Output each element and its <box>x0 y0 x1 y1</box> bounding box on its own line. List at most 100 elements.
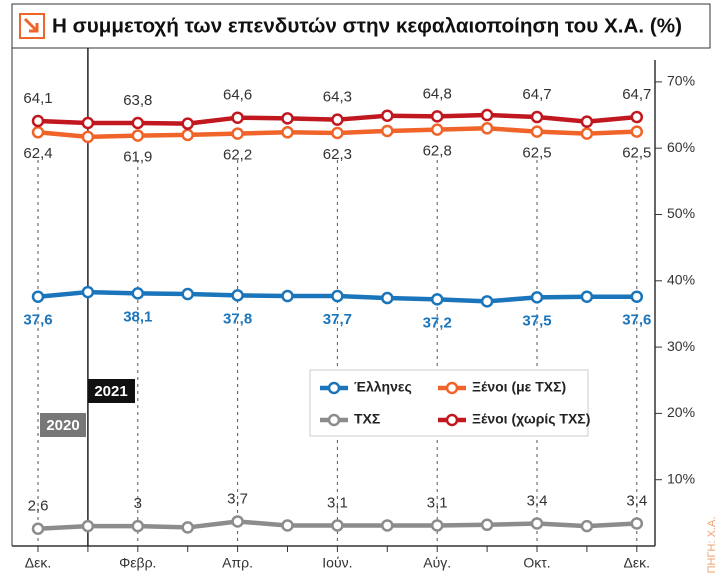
point-marker <box>231 111 244 124</box>
back-layer: 10% 20% 30% 40% 50% 60% 70% Δεκ. Φεβρ. Απρ. Ιούν. Α… <box>25 48 695 571</box>
value-label: 38,1 <box>123 308 152 325</box>
legend-marker <box>327 413 341 427</box>
point-marker <box>331 289 344 303</box>
point-marker <box>181 521 194 534</box>
point-marker <box>331 519 344 532</box>
value-label: 64,6 <box>223 87 252 104</box>
front-layer: 2020 2021 37,6 38,1 37,8 37,7 37,2 37,5 37,6 62,4… <box>23 85 651 514</box>
y-tick-label: 30% <box>667 338 695 354</box>
point-marker <box>630 517 644 530</box>
point-marker <box>131 116 145 130</box>
value-label: 62,3 <box>323 146 352 163</box>
value-label: 3,7 <box>227 490 248 507</box>
y-tick-label: 20% <box>667 404 695 420</box>
x-tick-label: Φεβρ. <box>119 555 156 571</box>
point-marker <box>630 125 644 138</box>
point-marker <box>31 114 45 128</box>
value-label: 2,6 <box>28 498 49 515</box>
value-label: 3,4 <box>527 492 548 509</box>
legend-label: ΤΧΣ <box>354 411 380 427</box>
point-marker <box>31 522 45 536</box>
value-label: 64,8 <box>423 85 452 102</box>
point-marker <box>81 130 95 144</box>
point-marker <box>131 287 145 300</box>
point-marker <box>580 127 594 140</box>
point-marker <box>381 291 394 305</box>
value-label: 37,7 <box>323 311 352 328</box>
legend-label: Ξένοι (με ΤΧΣ) <box>472 379 566 395</box>
legend-marker <box>327 381 341 395</box>
point-marker <box>281 519 294 532</box>
value-label: 61,9 <box>123 149 152 166</box>
value-label: 3 <box>134 495 142 512</box>
year-label: 2021 <box>94 383 127 400</box>
point-marker <box>181 128 194 142</box>
y-tick-label: 50% <box>667 205 695 221</box>
legend-marker <box>445 381 459 395</box>
point-marker <box>530 125 544 138</box>
value-label: 64,7 <box>522 86 551 103</box>
point-marker <box>580 290 594 303</box>
y-tick-label: 40% <box>667 271 695 287</box>
point-marker <box>81 285 95 299</box>
x-tick-label: Δεκ. <box>25 555 51 571</box>
point-marker <box>381 109 394 122</box>
value-label: 3,4 <box>626 492 647 509</box>
point-marker <box>580 519 594 533</box>
point-marker <box>231 515 244 528</box>
point-marker <box>181 287 194 301</box>
point-marker <box>480 108 494 122</box>
y-tick-label: 60% <box>667 139 695 155</box>
point-marker <box>31 290 45 303</box>
value-label: 3,1 <box>427 494 448 511</box>
value-label: 62,8 <box>423 143 452 160</box>
point-marker <box>530 517 544 530</box>
point-marker <box>430 123 444 136</box>
point-marker <box>480 295 494 308</box>
chart-title: Η συμμετοχή των επενδυτών στην κεφαλαιοπ… <box>52 15 682 37</box>
point-marker <box>31 126 45 139</box>
point-marker <box>231 289 244 302</box>
point-marker <box>81 116 95 130</box>
point-marker <box>480 518 494 532</box>
year-box <box>88 379 135 403</box>
point-marker <box>530 291 544 304</box>
value-label: 62,4 <box>23 145 52 162</box>
year-box <box>40 413 86 437</box>
legend-label: Ξένοι (χωρίς ΤΧΣ) <box>472 411 590 427</box>
x-tick-label: Ιούν. <box>322 555 352 571</box>
value-label: 37,8 <box>223 310 252 327</box>
point-marker <box>430 519 444 532</box>
point-marker <box>580 115 594 128</box>
point-marker <box>331 113 344 126</box>
point-marker <box>281 289 294 303</box>
lines-layer <box>31 108 644 536</box>
point-marker <box>430 110 444 123</box>
point-marker <box>630 110 644 124</box>
value-label: 37,6 <box>622 312 651 329</box>
source: ΠΗΓΗ: Χ.Α. <box>706 517 718 574</box>
point-marker <box>131 129 145 142</box>
value-label: 63,8 <box>123 92 152 109</box>
x-tick-label: Δεκ. <box>624 555 650 571</box>
point-marker <box>381 124 394 138</box>
point-marker <box>331 126 344 140</box>
point-marker <box>430 293 444 306</box>
legend-label: Έλληνες <box>354 379 412 395</box>
y-tick-label: 10% <box>667 470 695 486</box>
point-marker <box>630 290 644 303</box>
legend-marker <box>445 413 459 427</box>
value-label: 64,7 <box>622 86 651 103</box>
title-frame <box>11 3 711 49</box>
point-marker <box>281 112 294 125</box>
value-label: 62,5 <box>622 145 651 162</box>
x-tick-label: Αύγ. <box>423 555 451 571</box>
value-label: 64,1 <box>23 90 52 107</box>
point-marker <box>480 122 494 135</box>
value-label: 37,2 <box>423 314 452 331</box>
value-label: 62,2 <box>223 147 252 164</box>
point-marker <box>281 126 294 139</box>
title-arrow <box>23 17 39 33</box>
